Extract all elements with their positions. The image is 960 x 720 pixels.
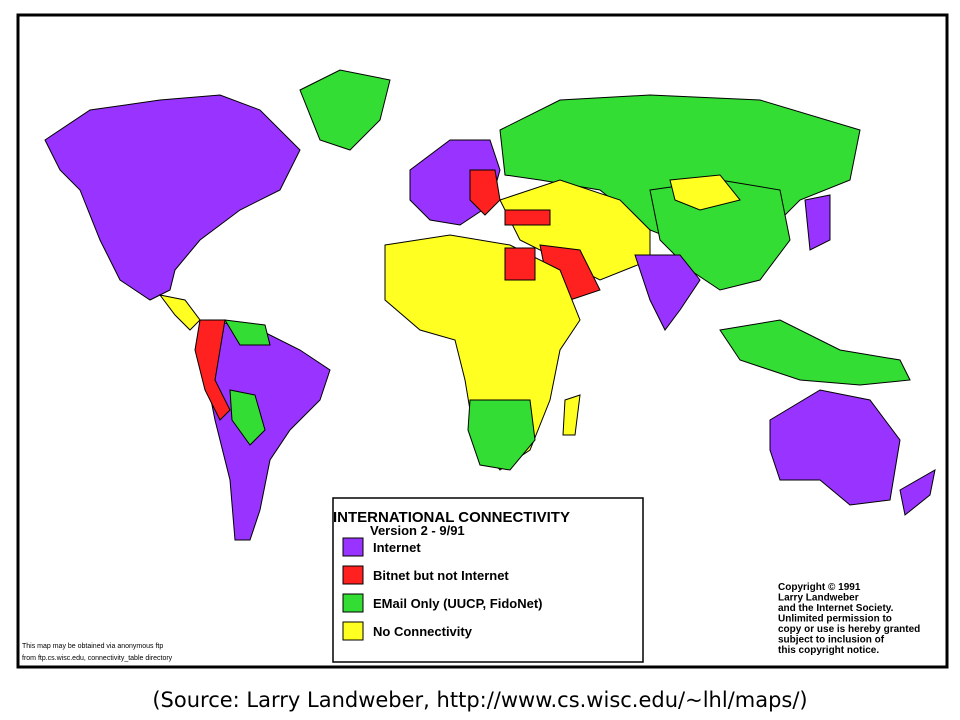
- world-map: [44, 69, 936, 541]
- copyright-line: Larry Landweber: [778, 593, 859, 604]
- legend-swatch: [342, 537, 364, 557]
- legend-version: Version 2 - 9/91: [370, 523, 465, 538]
- copyright-line: Unlimited permission to: [778, 614, 892, 625]
- legend-swatch: [342, 565, 364, 585]
- legend-box: [332, 497, 644, 663]
- japan: [804, 194, 831, 251]
- copyright-line: this copyright notice.: [778, 645, 879, 656]
- copyright-line: and the Internet Society.: [778, 603, 894, 614]
- copyright-line: subject to inclusion of: [778, 635, 885, 646]
- new-zealand: [899, 469, 936, 516]
- note-line: from ftp.cs.wisc.edu, connectivity_table…: [22, 655, 173, 662]
- legend-items: Internet Bitnet but not Internet EMail Onl…: [342, 537, 543, 641]
- southern-africa: [467, 399, 536, 471]
- venezuela: [224, 319, 271, 346]
- madagascar: [562, 394, 581, 436]
- mongolia: [669, 174, 741, 211]
- andes: [194, 319, 231, 421]
- legend-label: No Connectivity: [373, 624, 473, 639]
- note: This map may be obtained via anonymous f…: [22, 643, 173, 662]
- legend-label: EMail Only (UUCP, FidoNet): [373, 596, 543, 611]
- eastern-europe: [469, 169, 501, 216]
- caption: (Source: Larry Landweber, http://www.cs.…: [152, 688, 807, 712]
- greenland: [299, 69, 391, 151]
- legend-swatch: [342, 593, 364, 613]
- legend-label: Internet: [373, 540, 421, 555]
- copyright-line: copy or use is hereby granted: [778, 624, 920, 635]
- bolivia-paraguay: [229, 389, 266, 446]
- turkey: [504, 209, 551, 226]
- central-america: [158, 294, 201, 331]
- south-america: [204, 319, 331, 541]
- copyright-line: Copyright © 1991: [778, 582, 861, 593]
- southeast-asia-islands: [719, 319, 911, 386]
- egypt: [504, 247, 536, 281]
- north-america: [44, 94, 301, 301]
- australia: [769, 389, 901, 506]
- legend-label: Bitnet but not Internet: [373, 568, 509, 583]
- note-line: This map may be obtained via anonymous f…: [22, 643, 163, 650]
- india: [634, 254, 701, 331]
- legend-swatch: [342, 621, 364, 641]
- legend-title: INTERNATIONAL CONNECTIVITY: [333, 509, 570, 526]
